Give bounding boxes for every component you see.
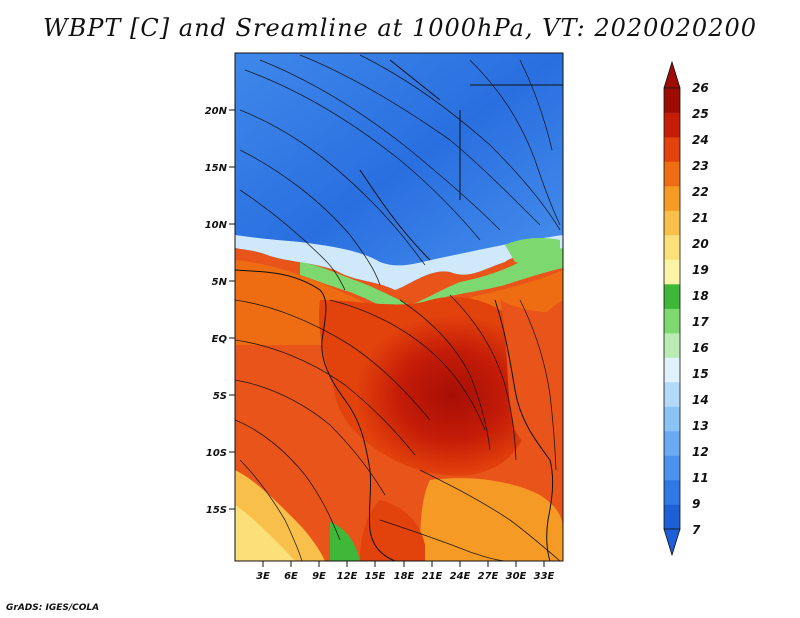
lon-label-6e: 6E [284,571,298,582]
colorbar-cell [664,382,680,407]
streamlines [235,54,561,561]
colorbar-label-26: 26 [692,81,709,95]
colorbar-cell [664,137,680,162]
colorbar-label-14: 14 [692,393,709,407]
colorbar-label-11: 11 [692,471,709,485]
lat-label-10s: 10S [206,448,227,459]
lat-label-eq: EQ [212,334,228,345]
colorbar-cell [664,235,680,260]
lon-label-18e: 18E [394,571,415,582]
lon-label-15e: 15E [365,571,386,582]
green-band [300,248,563,318]
east-orange [500,300,563,470]
colorbar-cell [664,455,680,481]
colorbar-cell [664,504,680,530]
green-patch-east [505,237,560,264]
colorbar-cell [664,210,680,236]
colorbar-label-17: 17 [692,315,709,329]
sw-green-patch [330,522,360,561]
colorbar-cell [664,308,680,334]
lon-label-21e: 21E [422,571,443,582]
colorbar-label-24: 24 [692,133,709,147]
colorbar-label-23: 23 [692,159,709,173]
lat-axis: 20N 15N 10N 5N EQ 5S 10S 15S [205,106,235,516]
colorbar-label-18: 18 [692,289,709,303]
lon-axis: 3E 6E 9E 12E 15E 18E 21E 24E 27E 30E 33E [256,561,555,582]
lon-label-33e: 33E [534,571,555,582]
lon-label-30e: 30E [506,571,527,582]
colorbar-cell [664,88,680,113]
se-orange [420,478,563,561]
lat-label-15n: 15N [205,163,228,174]
colorbar-cell [664,284,680,309]
colorbar-cell [664,333,680,358]
colorbar-label-9: 9 [692,497,700,511]
colorbar-label-12: 12 [692,445,709,459]
wbpt-field [235,53,563,561]
lon-label-9e: 9E [312,571,326,582]
colorbar-cell [664,112,680,138]
colorbar-label-25: 25 [692,107,709,121]
lat-label-5s: 5S [213,391,227,402]
lat-label-15s: 15S [206,505,227,516]
colorbar-cell [664,161,680,187]
colorbar-frame [663,87,681,530]
transition-band [235,235,563,290]
colorbar-label-13: 13 [692,419,709,433]
colorbar-cell [664,431,680,456]
cold-region [235,53,563,290]
colorbar-top-arrow [663,60,681,89]
colorbar-label-15: 15 [692,367,709,381]
colorbar-label-7: 7 [692,523,701,537]
lon-label-3e: 3E [256,571,270,582]
colorbar-cell [664,259,680,285]
grads-credit: GrADS: IGES/COLA [6,603,100,613]
colorbar-cell [664,186,680,211]
plot-title: WBPT [C] and Sreamline at 1000hPa, VT: 2… [42,14,758,42]
map-frame [234,52,564,562]
sw-pale-yellow [235,505,295,561]
colorbar-label-21: 21 [692,211,709,225]
colorbar-label-20: 20 [692,237,709,251]
lon-label-12e: 12E [337,571,358,582]
colorbar-cell [664,480,680,505]
colorbar-label-19: 19 [692,263,709,277]
south-red [360,500,425,561]
hot-core [318,296,535,476]
colorbar-cells [664,88,680,530]
lon-label-24e: 24E [450,571,471,582]
colorbar-cell [664,406,680,432]
lat-label-5n: 5N [212,277,228,288]
colorbar: 7 9 11 12 13 14 15 16 17 18 19 20 21 22 … [663,60,709,557]
colorbar-cell [664,357,680,383]
colorbar-label-22: 22 [692,185,709,199]
colorbar-bottom-arrow [663,528,681,557]
lon-label-27e: 27E [478,571,499,582]
coastlines [235,59,563,561]
colorbar-label-16: 16 [692,341,709,355]
lat-label-10n: 10N [205,220,228,231]
lat-label-20n: 20N [205,106,228,117]
